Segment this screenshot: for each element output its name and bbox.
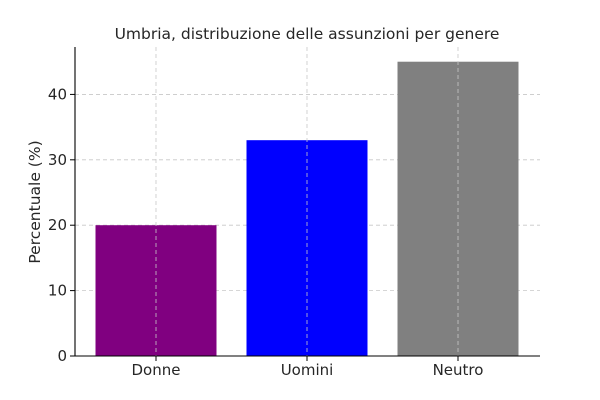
x-tick-label-0: Donne bbox=[132, 361, 181, 379]
x-tick-label-2: Neutro bbox=[433, 361, 484, 379]
y-ticks: 0 10 20 30 40 bbox=[48, 85, 75, 365]
y-tick-label-2: 20 bbox=[48, 216, 67, 234]
y-tick-label-4: 40 bbox=[48, 85, 67, 103]
vertical-grid bbox=[155, 47, 459, 356]
y-tick-label-1: 10 bbox=[48, 282, 67, 300]
y-tick-label-0: 0 bbox=[57, 347, 67, 365]
chart-title: Umbria, distribuzione delle assunzioni p… bbox=[115, 25, 500, 43]
y-tick-label-3: 30 bbox=[48, 151, 67, 169]
x-ticks: Donne Uomini Neutro bbox=[132, 356, 484, 379]
x-tick-label-1: Uomini bbox=[281, 361, 334, 379]
y-axis-label: Percentuale (%) bbox=[26, 140, 44, 263]
